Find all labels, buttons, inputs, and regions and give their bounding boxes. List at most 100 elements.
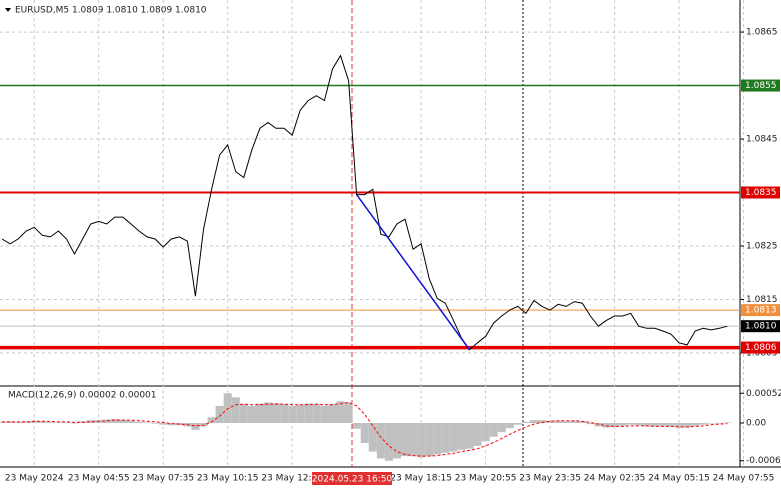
macd-bar (344, 402, 353, 423)
macd-bar (22, 421, 31, 423)
macd-bar (505, 423, 514, 429)
macd-bar (247, 405, 256, 423)
macd-bar (336, 401, 345, 423)
macd-bar (594, 423, 603, 427)
macd-bar (570, 420, 579, 423)
macd-bar (86, 420, 95, 423)
macd-bar (14, 421, 23, 423)
macd-bar (513, 423, 522, 425)
macd-bar (683, 423, 692, 428)
macd-bar (199, 423, 208, 427)
crosshair-label-box (312, 472, 392, 485)
y-tick-label: 1.0825 (746, 241, 778, 251)
macd-bar (304, 403, 313, 423)
macd-bar (417, 423, 426, 458)
macd-bar (70, 423, 79, 424)
macd-bar (473, 423, 482, 446)
symbol-marker (5, 8, 11, 12)
macd-title: MACD(12,26,9) 0.00002 0.00001 (8, 391, 157, 401)
macd-bar (207, 417, 216, 423)
macd-bar (110, 419, 119, 423)
macd-bar (578, 421, 587, 423)
price-level-label: 1.0806 (745, 343, 777, 353)
macd-bar (586, 423, 595, 425)
price-level-box (741, 186, 780, 199)
macd-bar (699, 423, 708, 425)
macd-bar (231, 397, 240, 423)
macd-bar (401, 423, 410, 457)
macd-bar (167, 423, 176, 426)
macd-bar (102, 419, 111, 423)
macd-bar (546, 420, 555, 423)
macd-bar (554, 420, 563, 423)
macd-bar (441, 423, 450, 453)
x-tick-label: 23 May 12:55 (261, 474, 323, 484)
macd-bar (368, 423, 377, 452)
macd-bar (392, 423, 401, 459)
macd-bar (126, 420, 136, 423)
macd-bar (328, 404, 337, 423)
price-level-box (741, 341, 780, 354)
macd-bar (610, 423, 619, 427)
macd-bar (666, 423, 676, 427)
y-tick-label: 0.00 (746, 419, 766, 429)
symbol-header: EURUSD,M5 1.0809 1.0810 1.0809 1.0810 (15, 6, 207, 16)
macd-bar (272, 403, 281, 423)
x-tick-label: 23 May 20:55 (455, 474, 517, 484)
macd-bar (634, 423, 643, 426)
macd-signal (2, 401, 728, 457)
macd-bar (54, 422, 63, 423)
macd-bar (6, 421, 15, 423)
macd-bar (118, 419, 127, 423)
macd-bar (30, 420, 39, 423)
x-tick-label: 23 May 04:55 (68, 474, 130, 484)
price-level-box (741, 320, 780, 333)
macd-bar (675, 423, 684, 428)
macd-bar (457, 423, 466, 450)
macd-bar (538, 420, 547, 423)
macd-bar (0, 421, 7, 423)
x-tick-label: 23 May 07:35 (132, 474, 194, 484)
macd-bar (723, 422, 732, 423)
macd-bar (618, 423, 627, 426)
macd-bar (151, 423, 160, 424)
macd-bar (376, 423, 385, 459)
x-tick-label: 23 May 18:15 (390, 474, 452, 484)
macd-bar (280, 404, 289, 423)
y-tick-label: 1.0815 (746, 295, 778, 305)
macd-bar (135, 421, 144, 423)
macd-bar (255, 403, 264, 423)
macd-bar (159, 423, 168, 425)
macd-bar (521, 421, 530, 423)
macd-bar (602, 423, 611, 428)
macd-bar (409, 423, 418, 457)
price-level-box (741, 304, 780, 317)
price-line (1, 54, 728, 351)
macd-bar (239, 404, 248, 423)
macd-bar (425, 423, 434, 457)
price-level-label: 1.0835 (745, 188, 777, 198)
macd-bar (62, 422, 71, 423)
macd-bar (352, 423, 361, 429)
macd-bar (650, 423, 659, 427)
macd-bar (143, 422, 152, 423)
macd-bar (215, 405, 224, 423)
macd-bar (489, 423, 498, 437)
macd-bar (288, 405, 297, 423)
trend-line (356, 194, 471, 351)
macd-bar (529, 420, 539, 423)
crosshair-label: 2024.05.23 16:50 (312, 475, 393, 485)
price-level-label: 1.0813 (745, 306, 777, 316)
macd-bar (497, 423, 506, 433)
macd-bar (481, 423, 490, 442)
y-tick-label: 0.00052 (746, 389, 781, 399)
price-level-label: 1.0810 (745, 322, 777, 332)
x-tick-label: 24 May 05:15 (648, 474, 710, 484)
macd-bar (312, 404, 321, 423)
macd-bar (320, 405, 329, 423)
macd-bar (296, 404, 305, 423)
macd-bar (449, 423, 458, 452)
